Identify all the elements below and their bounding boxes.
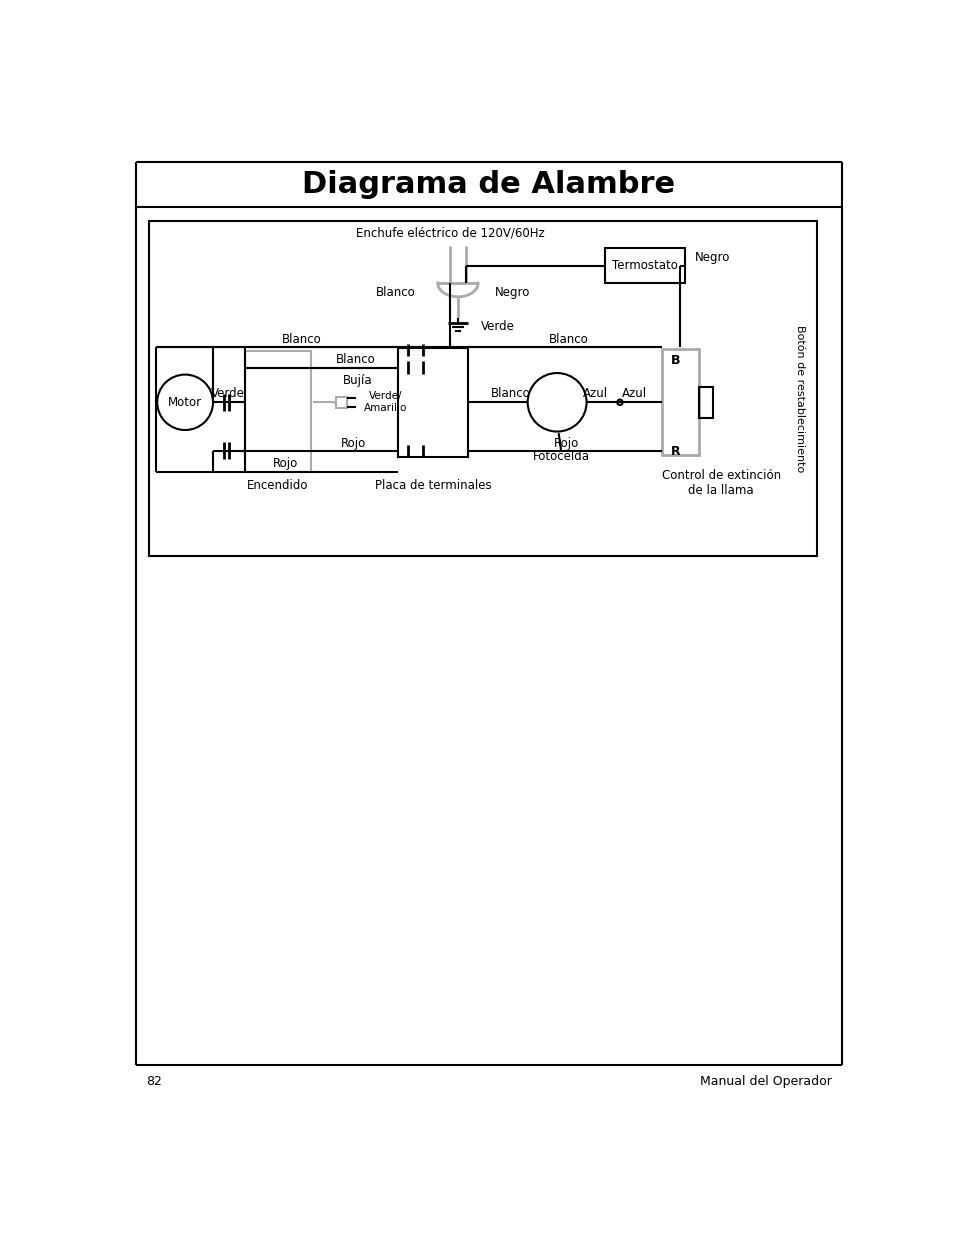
Text: Termostato: Termostato	[612, 259, 678, 272]
Text: Rojo: Rojo	[554, 437, 578, 450]
Text: Bujía: Bujía	[343, 374, 373, 388]
Bar	[335, 396, 347, 408]
Circle shape	[617, 400, 622, 405]
Circle shape	[527, 373, 586, 431]
Bar	[604, 248, 684, 283]
Text: Blanco: Blanco	[490, 388, 530, 400]
Text: Placa de terminales: Placa de terminales	[375, 479, 491, 492]
Text: Botón de restablecimiento: Botón de restablecimiento	[794, 325, 804, 473]
Text: Negro: Negro	[694, 252, 729, 264]
Text: Diagrama de Alambre: Diagrama de Alambre	[302, 170, 675, 199]
Text: Manual del Operador: Manual del Operador	[700, 1074, 831, 1088]
Text: Verde/
Amarillo: Verde/ Amarillo	[364, 391, 407, 412]
Bar	[661, 350, 699, 454]
Text: Blanco: Blanco	[335, 353, 375, 367]
Text: Blanco: Blanco	[548, 332, 588, 346]
Text: Encendido: Encendido	[247, 479, 309, 492]
Bar	[699, 387, 712, 417]
Text: Fotocelda: Fotocelda	[532, 450, 589, 463]
Text: Rojo: Rojo	[340, 437, 366, 450]
Bar	[245, 351, 311, 472]
Text: B: B	[670, 354, 679, 367]
Bar	[149, 221, 816, 556]
Bar	[397, 348, 468, 457]
Text: 82: 82	[146, 1074, 162, 1088]
Text: Negro: Negro	[495, 285, 530, 299]
Text: R: R	[670, 445, 679, 458]
Text: Control de extinción
de la llama: Control de extinción de la llama	[661, 469, 781, 498]
Text: Blanco: Blanco	[281, 332, 321, 346]
Text: Rojo: Rojo	[273, 457, 298, 471]
Text: Blanco: Blanco	[375, 285, 415, 299]
Text: Azul: Azul	[621, 388, 646, 400]
Text: Verde: Verde	[480, 320, 515, 333]
Text: Azul: Azul	[582, 388, 608, 400]
Text: Verde: Verde	[211, 388, 244, 400]
Text: Motor: Motor	[168, 395, 202, 409]
Text: Enchufe eléctrico de 120V/60Hz: Enchufe eléctrico de 120V/60Hz	[355, 226, 544, 240]
Circle shape	[157, 374, 213, 430]
